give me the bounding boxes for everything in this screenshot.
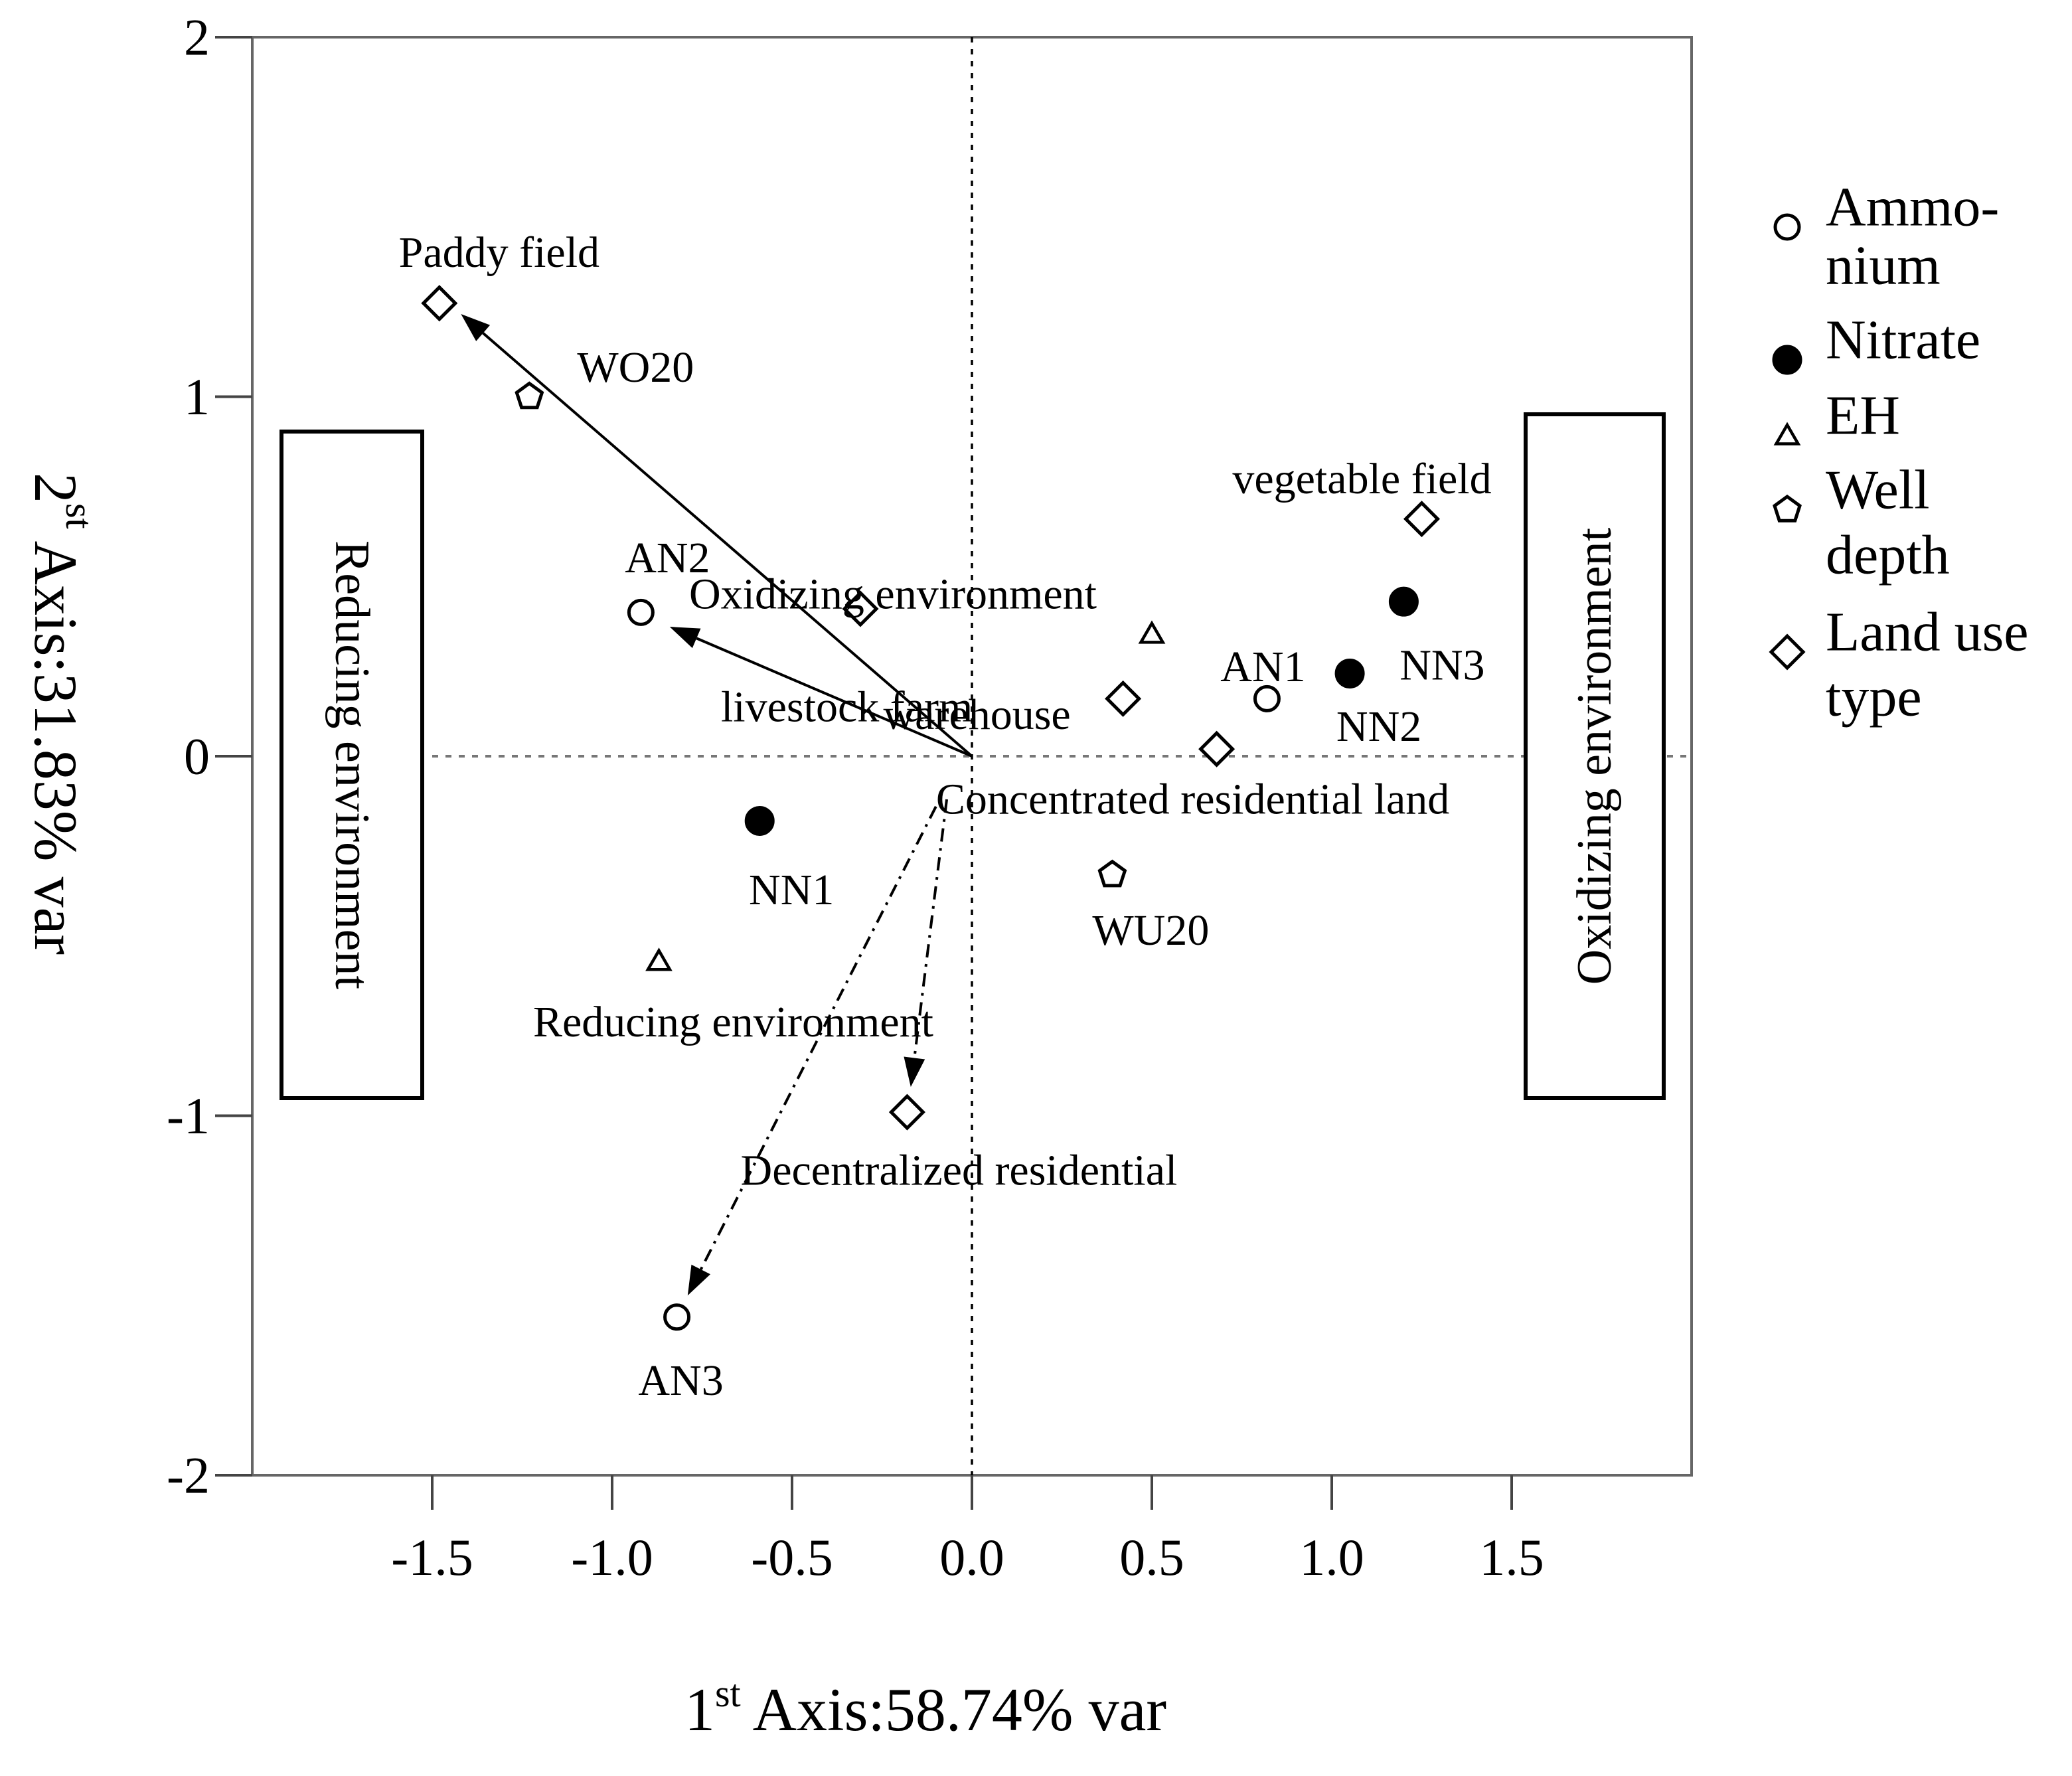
reducing-environment-box [279, 430, 424, 1100]
point-oxidizing-environment [1138, 620, 1166, 644]
point-concentrated-residential-land [1198, 730, 1235, 767]
x-axis-title: 1st Axis:58.74% var [684, 1672, 1166, 1743]
arrow-to-an3-head [687, 1264, 711, 1296]
y-tick-label: 0 [184, 728, 210, 785]
x-tick-label: -0.5 [751, 1528, 833, 1586]
point-reducing-environment [645, 947, 673, 971]
legend-label-ammonium: nium [1826, 235, 1941, 297]
point-label-wo20: WO20 [577, 343, 694, 392]
y-tick-label: -2 [167, 1447, 210, 1504]
point-label-vegetable-field: vegetable field [1232, 455, 1491, 503]
data-points [421, 285, 1441, 1331]
x-tick-label: 1.0 [1299, 1528, 1364, 1586]
legend-label-eh: EH [1826, 385, 1900, 447]
x-tick-label: -1.5 [391, 1528, 473, 1586]
point-decentralized-residential [888, 1093, 925, 1131]
point-label-nn3: NN3 [1399, 641, 1484, 690]
reference-lines [432, 37, 1692, 1475]
point-label-reducing-environment: Reducing environment [533, 998, 933, 1046]
point-livestock-farm [842, 590, 879, 627]
x-tick-label: 1.5 [1479, 1528, 1544, 1586]
point-nn2 [1334, 658, 1365, 688]
point-label-an1: AN1 [1220, 643, 1305, 691]
vector-arrows [461, 313, 973, 1296]
arrow-to-an2-head [669, 627, 701, 649]
point-vegetable-field [1403, 501, 1441, 538]
point-paddy-field [421, 285, 458, 322]
arrow-to-decentralized-residential-head [904, 1056, 925, 1088]
y-tick-label: 2 [184, 9, 210, 66]
legend-marker-ammonium [1773, 213, 1801, 241]
x-axis-ticks: -1.5 -1.0 -0.5 0.0 0.5 1.0 1.5 [391, 1475, 1544, 1586]
y-tick-label: -1 [167, 1087, 210, 1145]
legend-label-landuse: Land use [1826, 602, 2029, 663]
oxidizing-environment-box-label: Oxidizing environment [1567, 527, 1622, 985]
point-labels: Paddy field WO20 vegetable field AN2 livesto… [399, 228, 1492, 1405]
legend-label-landuse: type [1826, 667, 1922, 728]
point-label-paddy-field: Paddy field [399, 228, 599, 277]
legend-label-well: Well [1826, 459, 1930, 521]
region-boxes: Reducing environment Oxidizing environmen… [279, 412, 1666, 1100]
legend-marker-nitrate [1772, 345, 1802, 375]
legend-marker-eh [1773, 422, 1801, 445]
x-tick-label: -1.0 [571, 1528, 653, 1586]
point-label-decentralized-residential: Decentralized residential [741, 1147, 1178, 1195]
arrow-to-an2-shaft [696, 637, 973, 758]
point-label-nn1: NN1 [749, 866, 834, 914]
point-warehouse [1105, 680, 1142, 717]
y-axis-ticks: 2 1 0 -1 -2 [167, 9, 252, 1504]
point-label-an3: AN3 [638, 1356, 723, 1405]
arrow-to-paddy-field-head [461, 313, 491, 341]
y-tick-label: 1 [184, 368, 210, 426]
point-an1 [1253, 685, 1281, 712]
oxidizing-environment-box [1524, 412, 1666, 1100]
reducing-environment-box-label: Reducing environment [325, 540, 379, 990]
legend-label-well: depth [1826, 525, 1950, 586]
arrow-to-paddy-field-shaft [482, 332, 973, 758]
point-label-nn2: NN2 [1336, 702, 1421, 751]
legend-label-nitrate: Nitrate [1826, 309, 1980, 371]
point-an2 [627, 598, 655, 626]
legend-marker-well [1773, 494, 1802, 523]
x-tick-label: 0.0 [939, 1528, 1004, 1586]
point-label-warehouse: warehouse [884, 690, 1071, 739]
x-tick-label: 0.5 [1119, 1528, 1184, 1586]
point-label-livestock-farm: livestock farm [721, 683, 973, 731]
arrow-to-decentralized-residential-shaft [913, 799, 949, 1058]
point-label-wu20: WU20 [1092, 906, 1209, 955]
point-nn1 [744, 805, 775, 836]
point-label-oxidizing-environment: Oxidizing environment [689, 570, 1097, 618]
legend-marker-landuse [1769, 633, 1806, 671]
point-an3 [663, 1303, 691, 1331]
point-nn3 [1388, 586, 1419, 617]
y-axis-title: 2st Axis:31.83% var [22, 473, 102, 955]
legend-label-ammonium: Ammo- [1826, 177, 1999, 238]
point-wu20 [1097, 859, 1127, 888]
point-wo20 [515, 381, 544, 410]
point-label-concentrated-residential-land: Concentrated residential land [936, 775, 1449, 824]
point-label-an2: AN2 [625, 534, 710, 582]
axis-titles: 1st Axis:58.74% var 2st Axis:31.83% var [22, 473, 1166, 1743]
